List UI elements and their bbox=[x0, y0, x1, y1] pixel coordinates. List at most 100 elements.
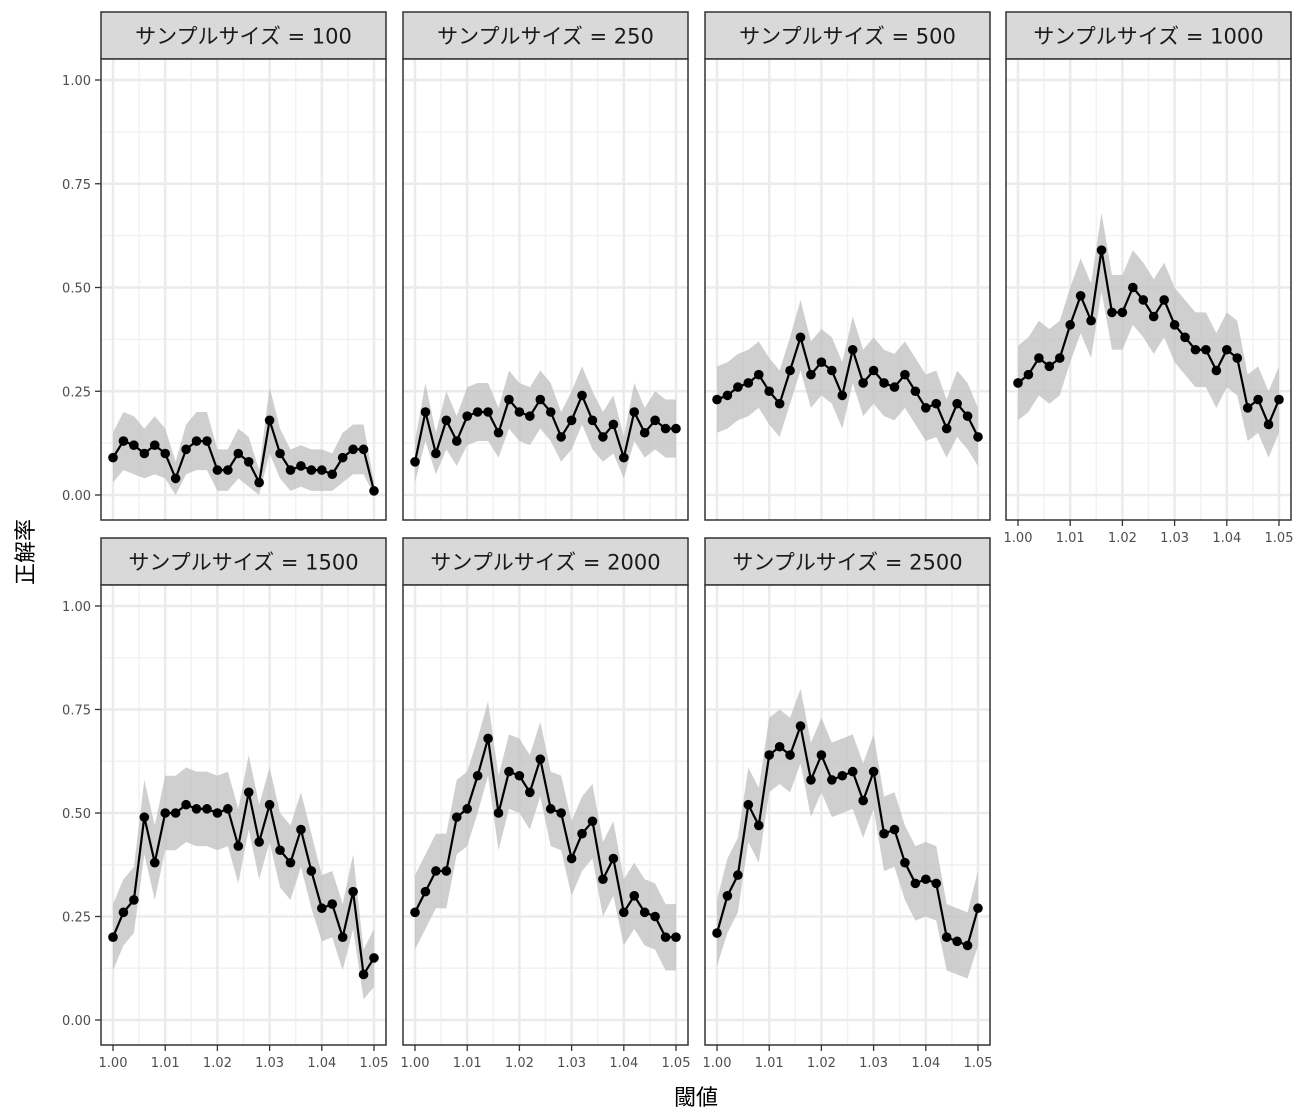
data-point bbox=[369, 486, 379, 496]
data-point bbox=[149, 857, 160, 868]
data-point bbox=[170, 808, 181, 818]
data-point bbox=[764, 386, 774, 397]
x-tick-label: 1.02 bbox=[505, 1056, 534, 1071]
y-tick-label: 0.75 bbox=[62, 178, 91, 193]
data-point bbox=[472, 407, 483, 417]
data-point bbox=[275, 845, 285, 856]
x-tick-label: 1.01 bbox=[151, 1056, 180, 1071]
data-point bbox=[337, 452, 348, 463]
x-tick-label: 1.03 bbox=[255, 1056, 284, 1071]
data-point bbox=[837, 390, 848, 401]
data-point bbox=[608, 853, 619, 864]
data-point bbox=[410, 907, 420, 918]
data-point bbox=[1054, 353, 1065, 363]
data-point bbox=[139, 812, 150, 822]
data-point bbox=[1242, 403, 1253, 413]
data-point bbox=[462, 411, 473, 421]
data-point bbox=[598, 874, 608, 885]
confidence-band bbox=[717, 688, 978, 979]
data-point bbox=[431, 448, 441, 459]
data-point bbox=[868, 365, 879, 376]
data-point bbox=[753, 820, 764, 831]
data-point bbox=[858, 378, 868, 388]
data-point bbox=[722, 390, 733, 401]
data-point bbox=[254, 837, 264, 847]
data-point bbox=[973, 903, 983, 914]
data-point bbox=[317, 903, 327, 914]
data-point bbox=[118, 436, 129, 446]
data-point bbox=[535, 754, 546, 764]
confidence-band bbox=[717, 299, 978, 466]
data-point bbox=[952, 398, 962, 409]
data-point bbox=[795, 332, 806, 343]
data-point bbox=[348, 444, 358, 455]
data-point bbox=[827, 365, 837, 376]
data-point bbox=[671, 423, 681, 434]
data-point bbox=[847, 344, 858, 355]
data-point bbox=[952, 936, 962, 947]
x-tick-label: 1.01 bbox=[1056, 531, 1085, 546]
x-tick-label: 1.05 bbox=[1265, 531, 1294, 546]
data-point bbox=[181, 444, 191, 455]
data-point bbox=[1274, 394, 1284, 405]
data-point bbox=[868, 766, 879, 777]
x-tick-label: 1.00 bbox=[703, 1056, 732, 1071]
data-point bbox=[160, 448, 170, 459]
data-point bbox=[712, 394, 722, 405]
data-point bbox=[504, 394, 514, 405]
data-point bbox=[317, 465, 327, 475]
data-point bbox=[556, 432, 566, 442]
data-point bbox=[941, 932, 952, 942]
data-point bbox=[462, 804, 473, 814]
data-point bbox=[910, 386, 921, 397]
y-axis-title: 正解率 bbox=[14, 519, 39, 585]
panel-border bbox=[100, 584, 387, 1046]
data-point bbox=[900, 857, 910, 868]
x-axis-title: 閾値 bbox=[674, 1086, 718, 1111]
data-point bbox=[1096, 245, 1107, 255]
facet-strip-label: サンプルサイズ = 2500 bbox=[732, 551, 962, 575]
data-point bbox=[1211, 365, 1222, 376]
data-point bbox=[1138, 295, 1149, 305]
data-point bbox=[785, 750, 795, 760]
data-point bbox=[816, 750, 827, 760]
data-point bbox=[139, 448, 150, 459]
data-point bbox=[795, 721, 806, 731]
confidence-band bbox=[415, 366, 676, 483]
data-point bbox=[285, 465, 296, 475]
facet-strip-label: サンプルサイズ = 100 bbox=[135, 25, 352, 49]
data-point bbox=[431, 866, 441, 876]
y-tick-label: 0.25 bbox=[62, 385, 91, 400]
data-point bbox=[1075, 291, 1086, 301]
data-point bbox=[243, 457, 254, 467]
data-point bbox=[243, 787, 254, 798]
data-point bbox=[212, 465, 223, 475]
y-tick-label: 0.75 bbox=[62, 704, 91, 719]
data-point bbox=[306, 866, 317, 876]
data-point bbox=[483, 733, 493, 744]
data-point bbox=[1117, 307, 1128, 318]
x-tick-label: 1.01 bbox=[755, 1056, 784, 1071]
facet-panel: サンプルサイズ = 500 bbox=[704, 11, 991, 521]
x-tick-label: 1.00 bbox=[401, 1056, 430, 1071]
data-point bbox=[629, 407, 640, 417]
data-point bbox=[358, 444, 369, 455]
data-point bbox=[545, 407, 556, 417]
data-point bbox=[577, 390, 587, 401]
facet-strip bbox=[402, 11, 689, 60]
data-point bbox=[900, 369, 910, 380]
data-point bbox=[223, 804, 233, 814]
data-point bbox=[931, 398, 942, 409]
y-tick-label: 0.00 bbox=[62, 1014, 91, 1029]
x-tick-label: 1.04 bbox=[609, 1056, 638, 1071]
data-point bbox=[1180, 332, 1190, 343]
data-point bbox=[296, 461, 306, 471]
data-point bbox=[650, 415, 660, 426]
data-point bbox=[202, 436, 212, 446]
x-tick-label: 1.02 bbox=[1108, 531, 1137, 546]
data-point bbox=[733, 870, 743, 880]
data-point bbox=[650, 911, 660, 922]
data-point bbox=[608, 419, 619, 430]
data-point bbox=[889, 382, 900, 392]
y-tick-label: 1.00 bbox=[62, 600, 91, 615]
